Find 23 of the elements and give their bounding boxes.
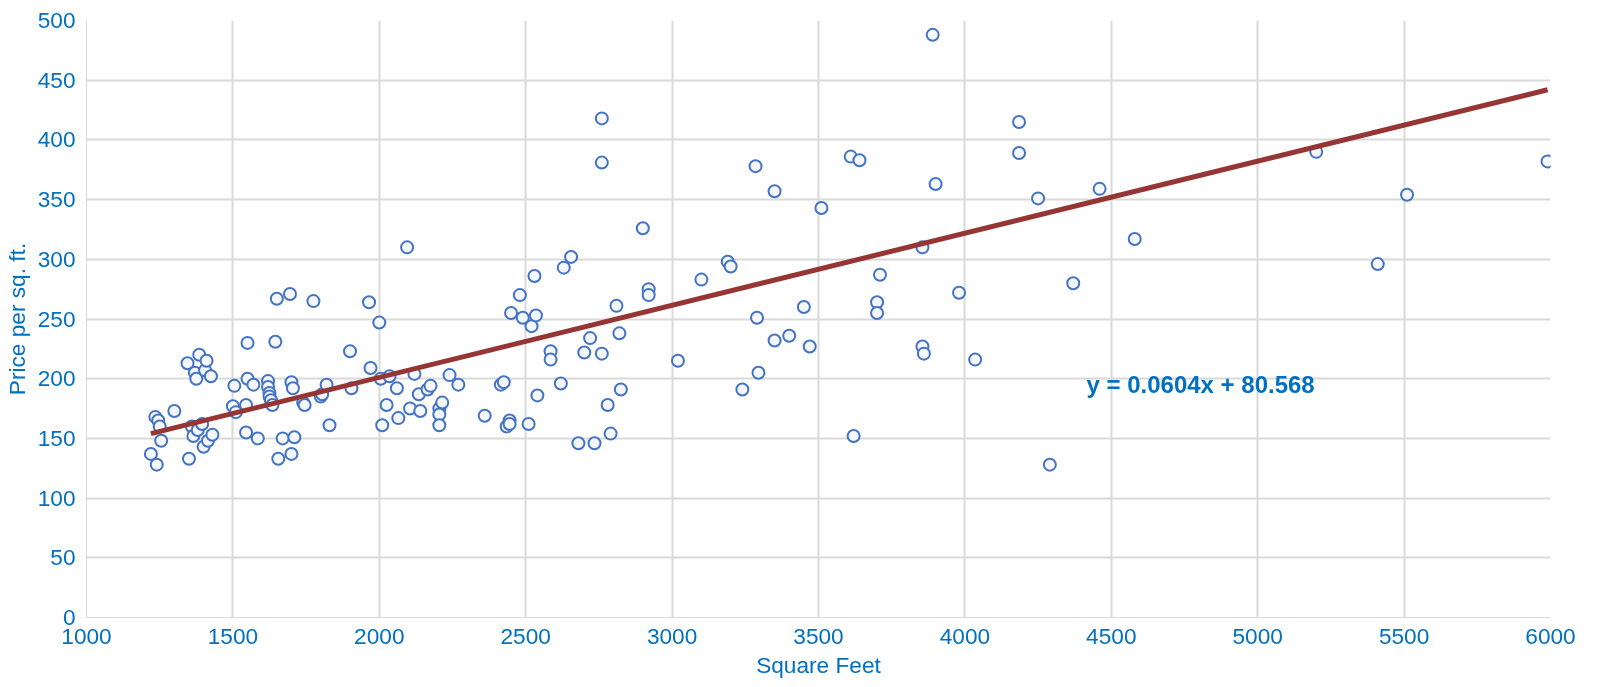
y-tick-label: 50 [50, 544, 76, 571]
x-tick-label: 4000 [939, 622, 991, 649]
y-axis-title: Price per sq. ft. [3, 242, 30, 396]
x-tick-label: 2000 [354, 622, 405, 649]
y-tick-label: 500 [37, 7, 76, 33]
x-tick-label: 4500 [1086, 622, 1137, 649]
annotation: y = 0.0604x + 80.568 [1086, 370, 1315, 398]
x-tick-label: 5000 [1232, 622, 1283, 649]
y-tick-label: 250 [37, 305, 76, 332]
y-tick-label: 450 [37, 66, 76, 93]
y-tick-label: 350 [37, 186, 76, 213]
x-tick-label: 6000 [1525, 622, 1576, 649]
y-tick-label: 100 [37, 484, 76, 511]
x-tick-label: 2500 [500, 622, 551, 649]
y-tick-label: 150 [37, 424, 76, 451]
x-tick-label: 3500 [793, 622, 844, 649]
x-tick-label: 3000 [646, 622, 698, 649]
x-tick-label: 1500 [207, 622, 259, 649]
x-tick-label: 5500 [1378, 622, 1430, 649]
y-tick-label: 200 [37, 365, 76, 392]
x-axis-title: Square Feet [756, 651, 882, 678]
y-tick-label: 300 [37, 245, 76, 272]
y-tick-label: 400 [37, 126, 76, 153]
